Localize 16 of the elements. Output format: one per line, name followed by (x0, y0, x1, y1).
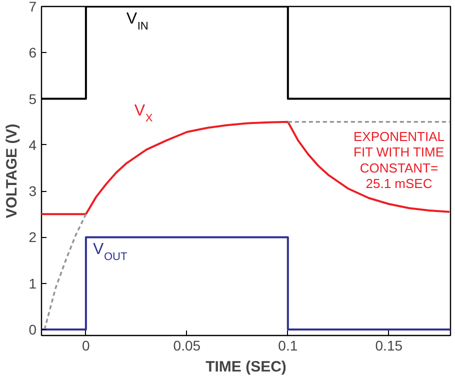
y-tick-label: 0 (28, 322, 37, 338)
line-series (42, 120, 450, 216)
annotation: EXPONENTIAL FIT WITH TIME CONSTANT= 25.1 mSEC (353, 128, 445, 192)
x-tick-label: 0.1 (278, 338, 298, 354)
y-tick-label: 4 (28, 136, 37, 153)
x-tick-label: 0 (82, 338, 90, 354)
x-axis-title: TIME (SEC) (206, 358, 286, 376)
y-tick-label: 1 (28, 275, 37, 292)
y-tick-label: 6 (28, 44, 37, 61)
x-tick-label: 0.15 (375, 338, 403, 354)
y-tick-label: 5 (28, 90, 37, 107)
y-tick-label: 3 (28, 183, 37, 200)
x-tick-label: 0.05 (173, 338, 201, 354)
y-tick-label: 7 (28, 0, 37, 14)
y-axis-title: VOLTAGE (V) (4, 124, 21, 218)
y-tick-label: 2 (28, 229, 37, 246)
